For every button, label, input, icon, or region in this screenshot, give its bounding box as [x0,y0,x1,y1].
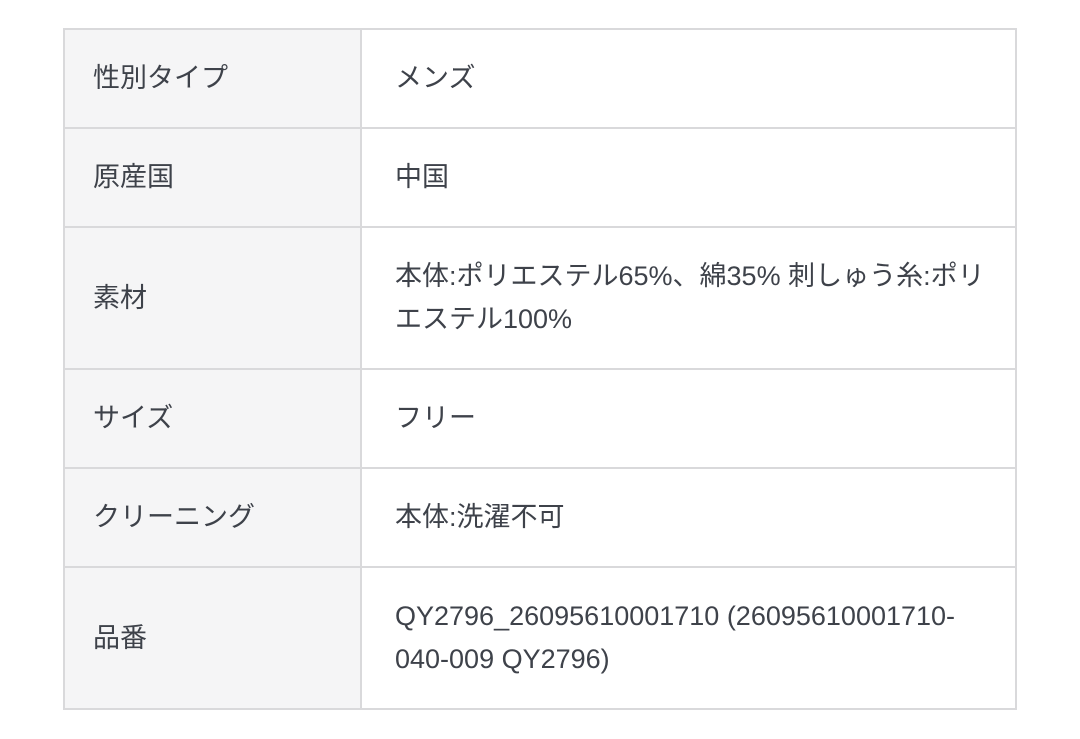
spec-label-gender-type: 性別タイプ [63,28,362,129]
table-row-cleaning: クリーニング 本体:洗濯不可 [63,467,1017,568]
spec-label-size: サイズ [63,368,362,469]
spec-value-product-number: QY2796_26095610001710 (26095610001710-04… [360,566,1017,710]
spec-label-country-of-origin: 原産国 [63,127,362,228]
product-spec-table: 性別タイプ メンズ 原産国 中国 素材 本体:ポリエステル65%、綿35% 刺し… [63,28,1017,710]
table-row-size: サイズ フリー [63,368,1017,469]
spec-value-country-of-origin: 中国 [360,127,1017,228]
table-row-product-number: 品番 QY2796_26095610001710 (26095610001710… [63,566,1017,710]
spec-value-material: 本体:ポリエステル65%、綿35% 刺しゅう糸:ポリエステル100% [360,226,1017,370]
spec-label-cleaning: クリーニング [63,467,362,568]
spec-label-material: 素材 [63,226,362,370]
table-row-material: 素材 本体:ポリエステル65%、綿35% 刺しゅう糸:ポリエステル100% [63,226,1017,370]
table-row-country-of-origin: 原産国 中国 [63,127,1017,228]
product-spec-table-body: 性別タイプ メンズ 原産国 中国 素材 本体:ポリエステル65%、綿35% 刺し… [63,28,1017,710]
spec-value-size: フリー [360,368,1017,469]
spec-value-cleaning: 本体:洗濯不可 [360,467,1017,568]
spec-value-gender-type: メンズ [360,28,1017,129]
spec-label-product-number: 品番 [63,566,362,710]
table-row-gender-type: 性別タイプ メンズ [63,28,1017,129]
